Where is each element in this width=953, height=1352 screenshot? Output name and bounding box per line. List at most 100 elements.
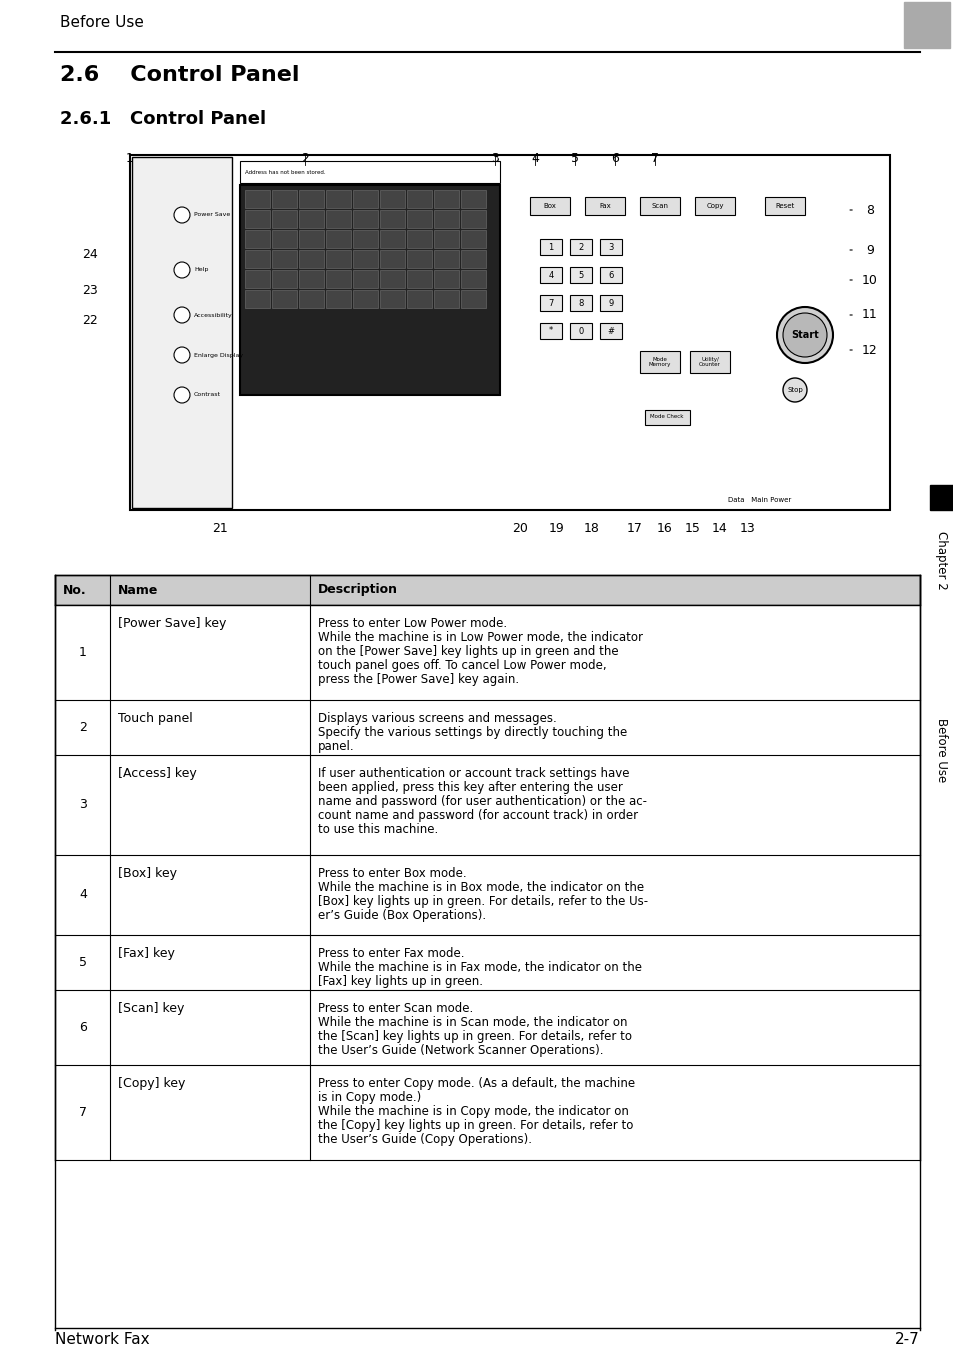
Bar bbox=[353, 289, 377, 308]
Circle shape bbox=[173, 207, 190, 223]
Text: 7: 7 bbox=[548, 299, 553, 307]
Bar bbox=[434, 250, 458, 268]
Text: 2: 2 bbox=[301, 151, 309, 165]
Text: Press to enter Scan mode.: Press to enter Scan mode. bbox=[317, 1002, 473, 1015]
Text: Touch panel: Touch panel bbox=[118, 713, 193, 725]
Bar bbox=[569, 266, 592, 283]
Text: 13: 13 bbox=[740, 522, 755, 535]
Text: 8: 8 bbox=[865, 204, 873, 216]
Text: While the machine is in Fax mode, the indicator on the: While the machine is in Fax mode, the in… bbox=[317, 961, 641, 973]
Text: 14: 14 bbox=[711, 522, 727, 535]
Text: While the machine is in Scan mode, the indicator on: While the machine is in Scan mode, the i… bbox=[317, 1015, 627, 1029]
Bar bbox=[434, 230, 458, 247]
Bar bbox=[326, 270, 351, 288]
Bar bbox=[245, 250, 270, 268]
Bar bbox=[326, 210, 351, 228]
Bar bbox=[644, 410, 689, 425]
Text: While the machine is in Copy mode, the indicator on: While the machine is in Copy mode, the i… bbox=[317, 1105, 628, 1118]
Text: Copy: Copy bbox=[705, 203, 723, 210]
Text: 4: 4 bbox=[548, 270, 553, 280]
Text: been applied, press this key after entering the user: been applied, press this key after enter… bbox=[317, 781, 622, 794]
Text: 2-7: 2-7 bbox=[894, 1333, 919, 1348]
Bar bbox=[460, 210, 485, 228]
Bar bbox=[245, 230, 270, 247]
Bar bbox=[407, 191, 432, 208]
Bar bbox=[55, 854, 919, 936]
Text: 5: 5 bbox=[571, 151, 578, 165]
Text: Name: Name bbox=[118, 584, 158, 596]
Text: 15: 15 bbox=[684, 522, 700, 535]
Text: 3: 3 bbox=[491, 151, 498, 165]
Text: on the [Power Save] key lights up in green and the: on the [Power Save] key lights up in gre… bbox=[317, 645, 618, 658]
Bar bbox=[353, 270, 377, 288]
Text: 2.6    Control Panel: 2.6 Control Panel bbox=[60, 65, 299, 85]
Text: 5: 5 bbox=[79, 956, 87, 969]
Text: 18: 18 bbox=[583, 522, 599, 535]
Bar bbox=[599, 239, 621, 256]
Text: No.: No. bbox=[63, 584, 87, 596]
Text: Reset: Reset bbox=[775, 203, 794, 210]
Bar bbox=[460, 270, 485, 288]
Bar bbox=[326, 230, 351, 247]
Text: press the [Power Save] key again.: press the [Power Save] key again. bbox=[317, 673, 518, 685]
Text: Help: Help bbox=[193, 268, 208, 273]
Text: 9: 9 bbox=[608, 299, 613, 307]
Text: 6: 6 bbox=[611, 151, 618, 165]
Bar bbox=[584, 197, 624, 215]
Text: 8: 8 bbox=[578, 299, 583, 307]
Bar bbox=[639, 352, 679, 373]
Text: Press to enter Low Power mode.: Press to enter Low Power mode. bbox=[317, 617, 507, 630]
Text: If user authentication or account track settings have: If user authentication or account track … bbox=[317, 767, 629, 780]
Bar bbox=[353, 230, 377, 247]
Bar bbox=[272, 230, 296, 247]
Bar bbox=[298, 250, 324, 268]
Text: er’s Guide (Box Operations).: er’s Guide (Box Operations). bbox=[317, 909, 486, 922]
Text: 9: 9 bbox=[865, 243, 873, 257]
Text: While the machine is in Box mode, the indicator on the: While the machine is in Box mode, the in… bbox=[317, 882, 643, 894]
Bar bbox=[298, 230, 324, 247]
Bar bbox=[929, 485, 953, 510]
Bar bbox=[272, 289, 296, 308]
Text: Before Use: Before Use bbox=[60, 15, 144, 30]
Bar bbox=[379, 270, 405, 288]
Text: [Box] key lights up in green. For details, refer to the Us-: [Box] key lights up in green. For detail… bbox=[317, 895, 647, 909]
Text: Contrast: Contrast bbox=[193, 392, 221, 397]
Text: the [Scan] key lights up in green. For details, refer to: the [Scan] key lights up in green. For d… bbox=[317, 1030, 631, 1042]
Bar bbox=[353, 250, 377, 268]
Text: 2: 2 bbox=[916, 0, 937, 5]
Bar bbox=[240, 185, 499, 395]
Text: count name and password (for account track) in order: count name and password (for account tra… bbox=[317, 808, 638, 822]
Bar bbox=[272, 270, 296, 288]
Text: the User’s Guide (Copy Operations).: the User’s Guide (Copy Operations). bbox=[317, 1133, 532, 1146]
Bar bbox=[530, 197, 569, 215]
Circle shape bbox=[173, 307, 190, 323]
Bar bbox=[55, 700, 919, 754]
Bar bbox=[55, 1065, 919, 1160]
Text: Power Save: Power Save bbox=[193, 212, 230, 218]
Bar bbox=[599, 295, 621, 311]
Bar bbox=[379, 230, 405, 247]
Bar bbox=[569, 239, 592, 256]
Text: the [Copy] key lights up in green. For details, refer to: the [Copy] key lights up in green. For d… bbox=[317, 1119, 633, 1132]
Bar bbox=[245, 210, 270, 228]
Bar bbox=[326, 191, 351, 208]
Bar bbox=[298, 270, 324, 288]
Bar bbox=[298, 210, 324, 228]
Text: name and password (for user authentication) or the ac-: name and password (for user authenticati… bbox=[317, 795, 646, 808]
Text: to use this machine.: to use this machine. bbox=[317, 823, 437, 836]
Bar bbox=[55, 990, 919, 1065]
Bar bbox=[764, 197, 804, 215]
Bar bbox=[55, 604, 919, 700]
Bar bbox=[569, 295, 592, 311]
Text: 10: 10 bbox=[862, 273, 877, 287]
Text: [Access] key: [Access] key bbox=[118, 767, 196, 780]
Circle shape bbox=[173, 262, 190, 279]
Text: Data   Main Power: Data Main Power bbox=[727, 498, 791, 503]
Bar bbox=[689, 352, 729, 373]
Circle shape bbox=[776, 307, 832, 362]
Text: Mode
Memory: Mode Memory bbox=[648, 357, 671, 368]
Bar bbox=[407, 210, 432, 228]
Text: [Fax] key lights up in green.: [Fax] key lights up in green. bbox=[317, 975, 482, 988]
Text: 20: 20 bbox=[512, 522, 527, 535]
Text: is in Copy mode.): is in Copy mode.) bbox=[317, 1091, 421, 1105]
